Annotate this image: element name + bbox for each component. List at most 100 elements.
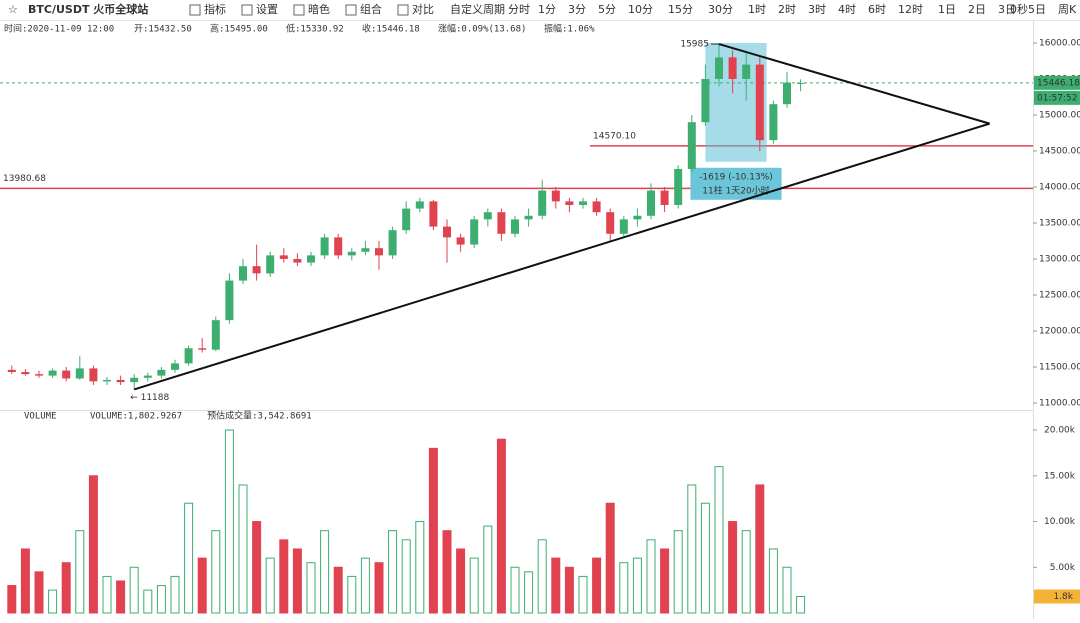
period[interactable]: 30分 — [708, 3, 733, 16]
volume-bar — [88, 475, 98, 614]
info: 振幅:1.06% — [544, 23, 595, 35]
volume-bar — [537, 539, 547, 614]
volume-bar — [469, 557, 479, 614]
candle-body — [511, 219, 519, 234]
period[interactable]: 12时 — [898, 3, 923, 16]
volume-bar — [619, 562, 629, 614]
candle-body — [225, 280, 234, 321]
tool[interactable]: 自定义周期 — [450, 2, 505, 16]
candle-body — [565, 201, 574, 205]
period[interactable]: 3日 — [998, 3, 1016, 16]
candle-body — [755, 64, 764, 141]
info: 时间:2020-11-09 12:00 — [4, 23, 114, 35]
y-tick-label: 13500.00 — [1039, 218, 1080, 228]
period[interactable]: 2时 — [778, 3, 796, 16]
candle-body — [266, 255, 275, 274]
candle-body — [184, 348, 193, 364]
volume-bar — [333, 566, 343, 614]
volume-bar — [632, 557, 642, 614]
tool[interactable]: 对比 — [412, 2, 434, 16]
period[interactable]: 5分 — [598, 3, 616, 16]
volume-bar — [388, 530, 398, 614]
toolbar — [0, 0, 1080, 20]
volume-legend: VOLUME:1,802.9267 — [90, 412, 182, 422]
candle-body — [674, 168, 683, 205]
volume-bar — [48, 589, 58, 614]
v-tick-label: 15.00k — [1044, 471, 1076, 481]
candle-body — [647, 190, 655, 216]
volume-bar — [700, 502, 710, 614]
candle-body — [415, 201, 424, 209]
period[interactable]: 4时 — [838, 3, 856, 16]
volume-bar — [7, 585, 17, 614]
tool-icon — [189, 4, 201, 16]
y-tick-label: 13000.00 — [1039, 254, 1080, 264]
period[interactable]: 1日 — [938, 3, 956, 16]
period[interactable]: 3分 — [568, 3, 586, 16]
candle-body — [7, 369, 16, 373]
y-tick-label: 12500.00 — [1039, 290, 1080, 300]
period[interactable]: 3时 — [808, 3, 826, 16]
candle-body — [606, 212, 615, 234]
candle-body — [375, 248, 383, 256]
period[interactable]: 2日 — [968, 3, 986, 16]
volume-bar — [61, 562, 71, 614]
volume-bar — [20, 548, 30, 614]
tool[interactable]: 组合 — [360, 2, 382, 16]
period[interactable]: 15分 — [668, 3, 693, 16]
volume-bar — [660, 548, 670, 614]
symbol[interactable]: BTC/USDT 火币全球站 — [28, 2, 148, 16]
high-mark: 15985 — [680, 40, 709, 50]
volume-bar — [401, 539, 411, 614]
countdown-label: 01:57:52 — [1037, 93, 1077, 103]
volume-bar — [170, 575, 180, 614]
period[interactable]: 1分 — [538, 3, 556, 16]
tool[interactable]: 设置 — [256, 3, 278, 16]
volume-bar — [592, 557, 602, 614]
tool[interactable]: 暗色 — [308, 2, 330, 16]
candle-body — [783, 82, 791, 105]
volume-bar — [238, 484, 248, 614]
candle-body — [579, 201, 587, 205]
period[interactable]: 1时 — [748, 3, 766, 16]
period[interactable]: 6时 — [868, 3, 886, 16]
candle-body — [21, 372, 30, 375]
volume-bar — [252, 521, 262, 614]
period[interactable]: 5日 — [1028, 3, 1046, 16]
candle-body — [456, 237, 465, 245]
candle-body — [347, 251, 356, 256]
v-tick-label: 10.00k — [1044, 517, 1076, 527]
candle-body — [429, 201, 438, 227]
volume-bar — [265, 557, 275, 614]
volume-bar — [415, 521, 425, 614]
candle-body — [279, 255, 288, 259]
candle-body — [239, 266, 247, 281]
info: 开:15432.50 — [134, 24, 192, 35]
info: 高:15495.00 — [210, 23, 268, 35]
candle-body — [551, 190, 560, 202]
candle-body — [252, 266, 261, 274]
candle-body — [592, 201, 601, 213]
volume-bar — [483, 525, 493, 614]
candle-body — [157, 369, 166, 376]
period[interactable]: 分时 — [508, 3, 530, 16]
candle-body — [402, 208, 411, 231]
candle-body — [130, 377, 139, 383]
last-volume-label: 1.8k — [1053, 592, 1073, 602]
last-volume-badge — [1034, 589, 1080, 604]
candle-body — [334, 237, 343, 256]
y-tick-label: 14000.00 — [1039, 182, 1080, 192]
volume-bar — [496, 438, 506, 614]
star: ☆ — [8, 3, 18, 16]
candle-body — [388, 230, 397, 256]
measure-label: -1619 (-10.13%) — [699, 172, 773, 182]
tool[interactable]: 指标 — [204, 2, 226, 16]
candle-body — [715, 57, 723, 79]
period[interactable]: 周K — [1058, 3, 1077, 16]
volume-bar — [442, 530, 452, 614]
volume-bar — [755, 484, 765, 614]
volume-bar — [782, 566, 792, 614]
period[interactable]: 10分 — [628, 3, 653, 16]
volume-bar — [714, 466, 724, 614]
